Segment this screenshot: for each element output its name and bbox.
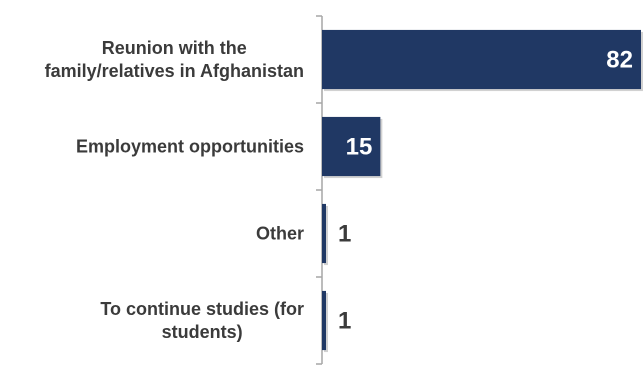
- category-label-line: To continue studies (for: [100, 299, 304, 319]
- category-label-line: Employment opportunities: [76, 137, 304, 157]
- category-label: Other: [256, 224, 304, 244]
- bar: [322, 203, 326, 264]
- bars: [322, 29, 643, 353]
- value-label: 15: [346, 134, 373, 161]
- category-axis: [316, 15, 323, 365]
- value-label: 1: [338, 308, 351, 335]
- category-label-line: Reunion with the: [102, 38, 247, 58]
- value-label: 82: [606, 47, 633, 74]
- bar: [322, 290, 326, 351]
- value-label: 1: [338, 221, 351, 248]
- category-label-line: family/relatives in Afghanistan: [45, 61, 304, 81]
- category-label-line: Other: [256, 224, 304, 244]
- category-labels: Reunion with the family/relatives in Afgh…: [45, 38, 304, 342]
- bar: [322, 116, 381, 177]
- bar: [322, 29, 641, 90]
- category-label: Employment opportunities: [76, 137, 304, 157]
- category-label-line: students): [162, 322, 243, 342]
- category-label: To continue studies (for students): [100, 299, 304, 342]
- value-labels: 82 15 1 1: [338, 47, 633, 335]
- category-label: Reunion with the family/relatives in Afgh…: [45, 38, 304, 81]
